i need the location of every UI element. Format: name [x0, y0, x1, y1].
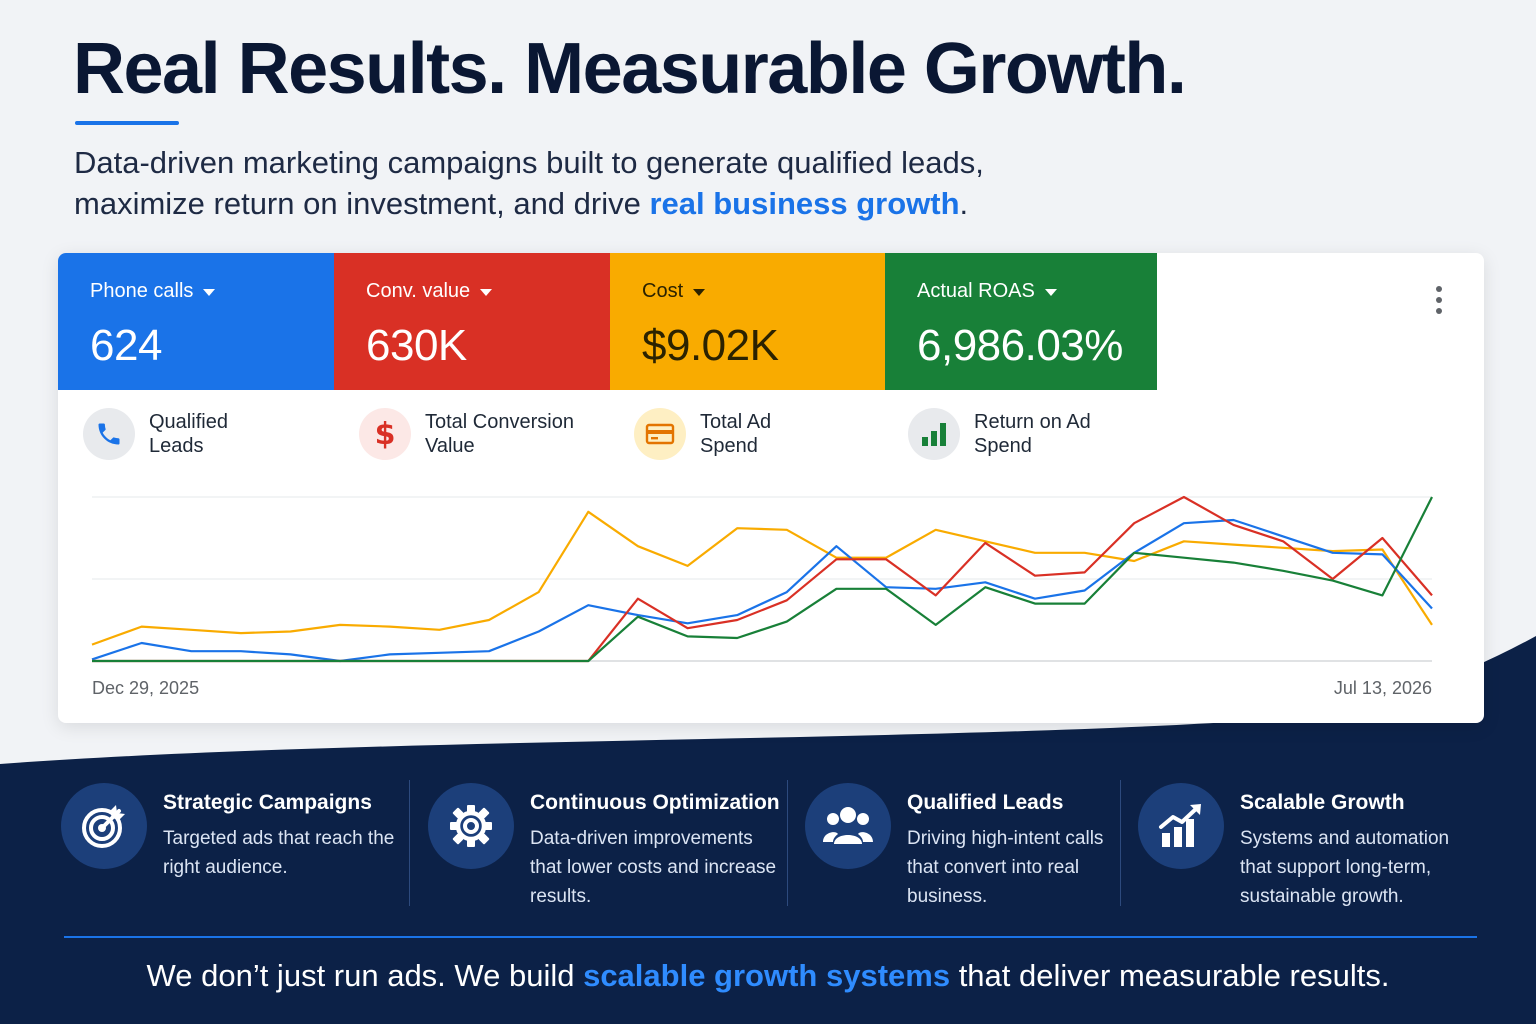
feature-divider: [409, 780, 410, 906]
credit-card-icon: [634, 408, 686, 460]
x-axis-start-label: Dec 29, 2025: [92, 678, 200, 698]
tile-value: 630K: [366, 321, 467, 370]
subtitle-period: .: [959, 186, 969, 221]
metric-return-on-ad-spend: Return on Ad Spend: [908, 408, 1114, 460]
subtitle-line-1: Data-driven marketing campaigns built to…: [74, 145, 984, 180]
line-chart: [91, 495, 1433, 663]
x-axis-end-label: Jul 13, 2026: [1333, 678, 1432, 698]
metric-qualified-leads: Qualified Leads: [83, 408, 269, 460]
tagline-post: that deliver measurable results.: [950, 958, 1390, 993]
tile-label-row[interactable]: Cost: [642, 280, 886, 303]
tagline: We don’t just run ads. We build scalable…: [0, 958, 1536, 994]
chevron-down-icon[interactable]: [693, 289, 706, 296]
tile-label-row[interactable]: Actual ROAS: [917, 280, 1157, 303]
series-line-1: [91, 518, 1433, 663]
phone-icon: [83, 408, 135, 460]
gear-icon: [428, 783, 514, 869]
metric-label: Return on Ad Spend: [974, 411, 1091, 457]
metric-label: Total Conversion Value: [425, 411, 574, 457]
users-icon: [805, 783, 891, 869]
subtitle-line-2: maximize return on investment, and drive: [74, 186, 650, 221]
feature-title: Qualified Leads: [907, 791, 1064, 814]
tile-label-row[interactable]: Phone calls: [90, 280, 334, 303]
subtitle-highlight: real business growth: [649, 186, 960, 221]
tile-phone-calls[interactable]: Phone calls 624: [58, 253, 334, 390]
dashboard-card: Phone calls 624 Conv. value 630K Cost $9…: [58, 253, 1484, 723]
tile-value: $9.02K: [642, 321, 779, 370]
tile-value: 6,986.03%: [917, 321, 1123, 370]
page-title: Real Results. Measurable Growth.: [73, 29, 1187, 109]
page-subtitle: Data-driven marketing campaigns built to…: [74, 142, 1174, 224]
chevron-down-icon[interactable]: [480, 289, 493, 296]
feature-description: Targeted ads that reach the right audien…: [163, 828, 395, 878]
metric-total-ad-spend: Total Ad Spend: [634, 408, 820, 460]
tile-conv-value[interactable]: Conv. value 630K: [334, 253, 610, 390]
feature-title: Scalable Growth: [1240, 791, 1405, 814]
tile-label-row[interactable]: Conv. value: [366, 280, 610, 303]
tile-actual-roas[interactable]: Actual ROAS 6,986.03%: [885, 253, 1157, 390]
tile-cost[interactable]: Cost $9.02K: [610, 253, 886, 390]
dollar-icon: $: [359, 408, 411, 460]
tile-value: 624: [90, 321, 162, 370]
growth-chart-icon: [1138, 783, 1224, 869]
feature-title: Strategic Campaigns: [163, 791, 372, 814]
tile-label: Phone calls: [90, 280, 194, 302]
title-underline: [75, 121, 179, 125]
series-line-0: [91, 510, 1433, 646]
tile-label: Cost: [642, 280, 684, 302]
feature-divider: [787, 780, 788, 906]
chevron-down-icon[interactable]: [203, 289, 216, 296]
feature-title: Continuous Optimization: [530, 791, 780, 814]
metric-label: Qualified Leads: [149, 411, 228, 457]
tagline-divider: [64, 936, 1477, 938]
tagline-highlight: scalable growth systems: [583, 958, 951, 993]
metric-total-conversion-value: $ Total Conversion Value: [359, 408, 595, 460]
more-vert-icon[interactable]: [1434, 286, 1444, 314]
tile-label: Conv. value: [366, 280, 471, 302]
feature-description: Systems and automation that support long…: [1240, 828, 1450, 907]
tile-label: Actual ROAS: [917, 280, 1035, 302]
metric-label: Total Ad Spend: [700, 411, 772, 457]
feature-description: Data-driven improvements that lower cost…: [530, 828, 777, 907]
tagline-pre: We don’t just run ads. We build: [146, 958, 584, 993]
bar-chart-icon: [908, 408, 960, 460]
feature-divider: [1120, 780, 1121, 906]
target-icon: [61, 783, 147, 869]
feature-description: Driving high-intent calls that convert i…: [907, 828, 1104, 907]
chevron-down-icon[interactable]: [1044, 289, 1057, 296]
series-line-3: [92, 496, 1433, 663]
